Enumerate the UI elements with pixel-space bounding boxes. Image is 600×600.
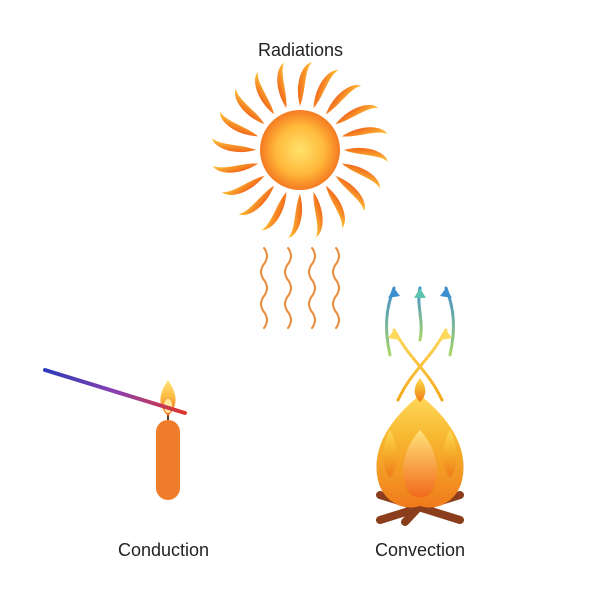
- convection-icon: [376, 288, 463, 522]
- radiation-label: Radiations: [258, 40, 343, 61]
- conduction-label: Conduction: [118, 540, 209, 561]
- convection-label: Convection: [375, 540, 465, 561]
- sun-icon: [212, 62, 388, 238]
- conduction-icon: [45, 370, 185, 500]
- radiation-waves-icon: [261, 248, 339, 328]
- heat-transfer-diagram: [0, 0, 600, 600]
